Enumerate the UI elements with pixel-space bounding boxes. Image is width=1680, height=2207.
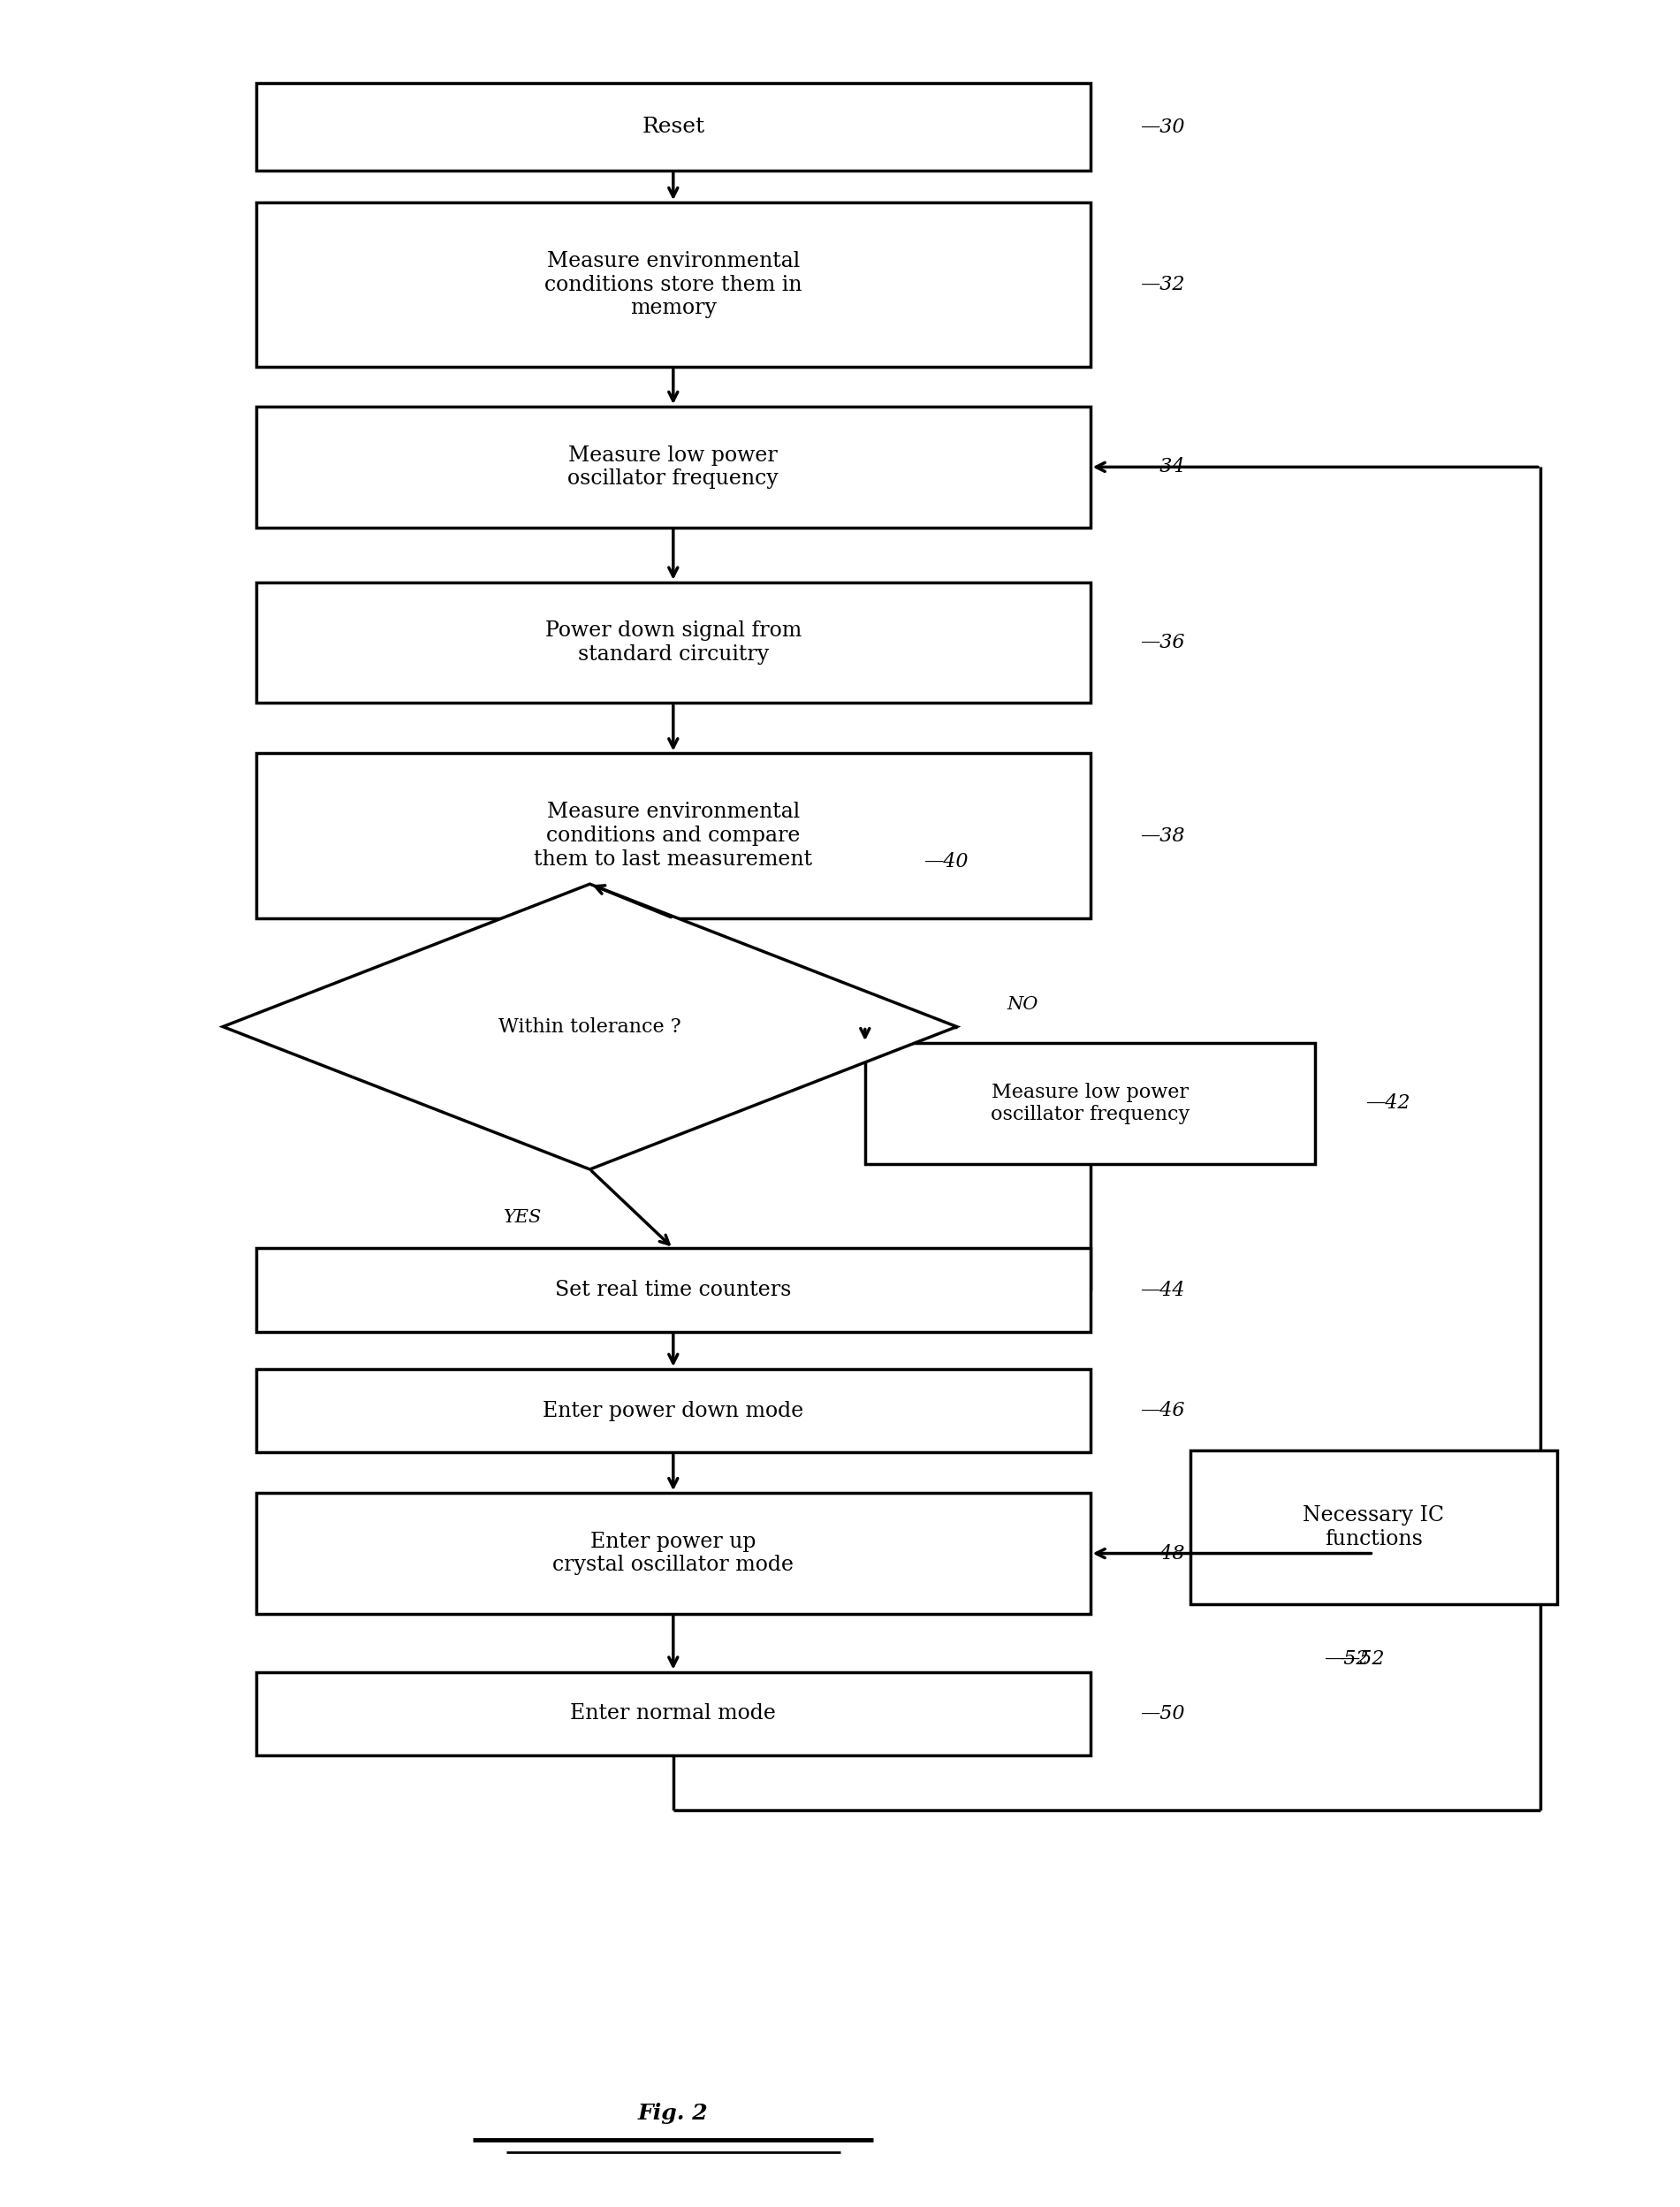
Text: Measure environmental
conditions store them in
memory: Measure environmental conditions store t… bbox=[544, 252, 801, 318]
Text: YES: YES bbox=[504, 1209, 543, 1227]
FancyBboxPatch shape bbox=[257, 753, 1090, 918]
Text: —42: —42 bbox=[1366, 1095, 1410, 1112]
Text: —46: —46 bbox=[1141, 1401, 1184, 1421]
Text: —52: —52 bbox=[1341, 1649, 1384, 1668]
Polygon shape bbox=[223, 885, 956, 1170]
FancyBboxPatch shape bbox=[865, 1044, 1315, 1163]
FancyBboxPatch shape bbox=[257, 406, 1090, 527]
Text: —48: —48 bbox=[1141, 1543, 1184, 1563]
Text: NO: NO bbox=[1006, 995, 1038, 1013]
Text: —34: —34 bbox=[1141, 457, 1184, 477]
Text: Fig. 2: Fig. 2 bbox=[638, 2103, 709, 2123]
Text: —44: —44 bbox=[1141, 1280, 1184, 1300]
Text: Measure low power
oscillator frequency: Measure low power oscillator frequency bbox=[568, 446, 780, 490]
FancyBboxPatch shape bbox=[257, 203, 1090, 366]
FancyBboxPatch shape bbox=[257, 1494, 1090, 1613]
Text: Power down signal from
standard circuitry: Power down signal from standard circuitr… bbox=[544, 620, 801, 664]
FancyBboxPatch shape bbox=[257, 1249, 1090, 1331]
Text: —40: —40 bbox=[924, 852, 968, 872]
Text: Measure low power
oscillator frequency: Measure low power oscillator frequency bbox=[991, 1084, 1189, 1123]
Text: Within tolerance ?: Within tolerance ? bbox=[499, 1017, 680, 1037]
FancyBboxPatch shape bbox=[257, 1368, 1090, 1452]
Text: Reset: Reset bbox=[642, 117, 704, 137]
FancyBboxPatch shape bbox=[257, 1673, 1090, 1755]
Text: Enter power up
crystal oscillator mode: Enter power up crystal oscillator mode bbox=[553, 1532, 795, 1576]
Text: Necessary IC
functions: Necessary IC functions bbox=[1304, 1505, 1445, 1549]
Text: —38: —38 bbox=[1141, 825, 1184, 845]
Text: Set real time counters: Set real time counters bbox=[554, 1280, 791, 1300]
Text: —32: —32 bbox=[1141, 276, 1184, 294]
FancyBboxPatch shape bbox=[1189, 1450, 1557, 1604]
Text: Enter normal mode: Enter normal mode bbox=[570, 1704, 776, 1724]
FancyBboxPatch shape bbox=[257, 84, 1090, 170]
Text: —50: —50 bbox=[1141, 1704, 1184, 1724]
Text: —36: —36 bbox=[1141, 633, 1184, 653]
Text: Enter power down mode: Enter power down mode bbox=[543, 1401, 803, 1421]
FancyBboxPatch shape bbox=[257, 583, 1090, 704]
Text: Measure environmental
conditions and compare
them to last measurement: Measure environmental conditions and com… bbox=[534, 801, 813, 870]
Text: —30: —30 bbox=[1141, 117, 1184, 137]
Text: —52: —52 bbox=[1324, 1649, 1368, 1668]
